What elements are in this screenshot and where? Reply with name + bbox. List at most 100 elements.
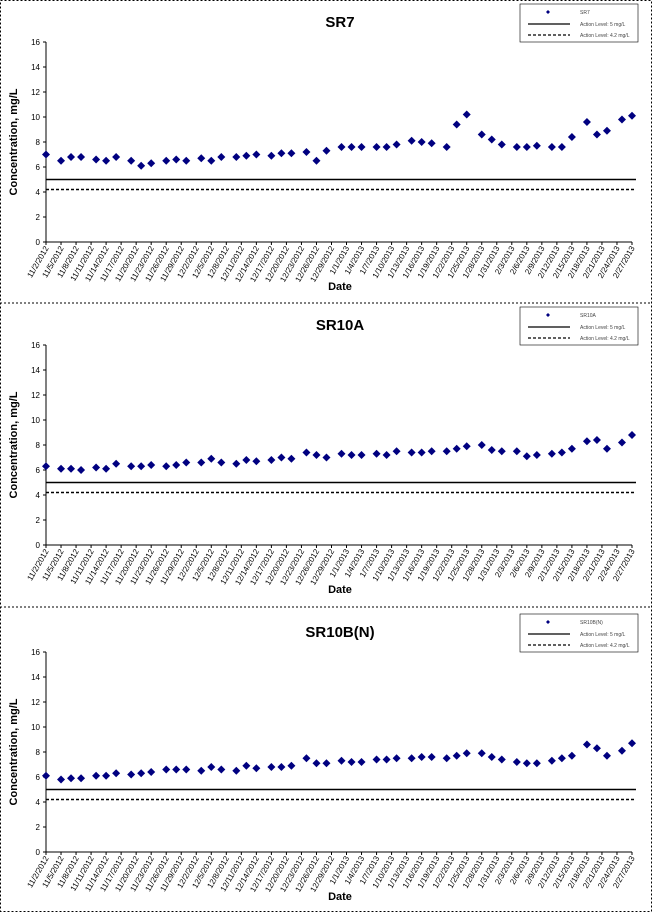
y-tick-label: 2 — [36, 213, 41, 222]
data-point — [252, 457, 261, 466]
data-point — [602, 444, 611, 453]
data-point — [137, 462, 146, 471]
y-axis-label: Concentration, mg/L — [8, 391, 20, 498]
data-point — [392, 447, 401, 456]
data-point — [522, 452, 531, 461]
data-point — [347, 758, 356, 766]
data-point — [197, 766, 206, 775]
data-point — [427, 447, 436, 456]
data-point — [392, 754, 401, 763]
data-point — [172, 461, 181, 469]
data-point — [217, 765, 226, 774]
data-point — [602, 751, 611, 760]
data-point — [347, 451, 356, 459]
data-point — [452, 444, 461, 453]
legend-marker — [546, 313, 550, 317]
data-point — [337, 449, 346, 458]
data-point — [567, 751, 576, 760]
data-point — [242, 761, 251, 770]
data-point — [42, 150, 50, 159]
data-point — [477, 441, 486, 449]
data-point — [182, 765, 191, 774]
y-tick-label: 16 — [31, 38, 40, 47]
legend-label: Action Level: 5 mg/L — [580, 22, 626, 28]
data-point — [67, 153, 76, 161]
data-point — [147, 768, 156, 776]
data-point — [357, 451, 366, 459]
data-point — [427, 753, 436, 761]
data-point — [567, 444, 576, 453]
data-point — [592, 130, 601, 139]
data-point — [617, 438, 626, 447]
data-point — [382, 143, 391, 151]
data-point — [127, 156, 136, 165]
data-point — [302, 148, 311, 156]
data-point — [497, 447, 506, 456]
data-point — [497, 755, 506, 764]
data-point — [102, 771, 111, 780]
y-tick-label: 14 — [31, 673, 40, 682]
data-point — [547, 143, 556, 151]
data-point — [172, 155, 181, 164]
data-point — [427, 139, 436, 148]
data-point — [347, 143, 356, 151]
y-tick-label: 8 — [36, 441, 41, 450]
y-axis-label: Concentration, mg/L — [8, 88, 20, 195]
data-point — [252, 764, 261, 773]
data-point — [337, 756, 346, 765]
data-point — [462, 442, 471, 451]
data-point — [522, 759, 531, 768]
y-tick-label: 0 — [36, 848, 41, 857]
y-tick-label: 6 — [36, 466, 41, 475]
data-point — [147, 159, 156, 168]
data-point — [462, 110, 471, 119]
data-point — [137, 161, 146, 170]
data-point — [407, 448, 416, 457]
data-point — [407, 136, 416, 145]
data-point — [592, 436, 601, 444]
data-point — [287, 761, 296, 770]
x-axis-label: Date — [328, 281, 352, 293]
data-point — [287, 149, 296, 158]
data-point — [267, 456, 276, 464]
data-point — [277, 453, 286, 462]
data-point — [102, 156, 111, 165]
data-point — [57, 775, 66, 784]
data-point — [357, 758, 366, 766]
data-point — [112, 459, 121, 468]
data-point — [417, 138, 426, 146]
data-point — [217, 458, 226, 467]
x-axis-label: Date — [328, 584, 352, 596]
data-point — [172, 765, 181, 774]
y-tick-label: 2 — [36, 823, 41, 832]
data-point — [628, 431, 636, 439]
data-point — [312, 156, 321, 165]
chart-title: SR10A — [316, 317, 365, 334]
data-point — [127, 462, 136, 471]
data-point — [337, 143, 346, 151]
data-point — [617, 115, 626, 124]
data-point — [512, 447, 521, 456]
y-tick-label: 8 — [36, 748, 41, 757]
data-point — [617, 746, 626, 755]
x-axis-label: Date — [328, 891, 352, 903]
data-point — [207, 763, 216, 771]
data-point — [112, 769, 121, 778]
data-point — [92, 771, 101, 780]
y-axis-label: Concentration, mg/L — [8, 698, 20, 805]
y-tick-label: 4 — [36, 491, 41, 500]
data-point — [67, 464, 76, 473]
data-point — [182, 156, 191, 165]
y-tick-label: 2 — [36, 516, 41, 525]
y-tick-label: 0 — [36, 541, 41, 550]
data-point — [417, 753, 426, 761]
data-point — [487, 753, 496, 761]
data-point — [312, 759, 321, 768]
data-point — [392, 140, 401, 149]
data-point — [462, 749, 471, 758]
data-point — [512, 143, 521, 151]
data-point — [92, 463, 101, 472]
legend-label: SR7 — [580, 10, 590, 16]
data-point — [547, 756, 556, 765]
